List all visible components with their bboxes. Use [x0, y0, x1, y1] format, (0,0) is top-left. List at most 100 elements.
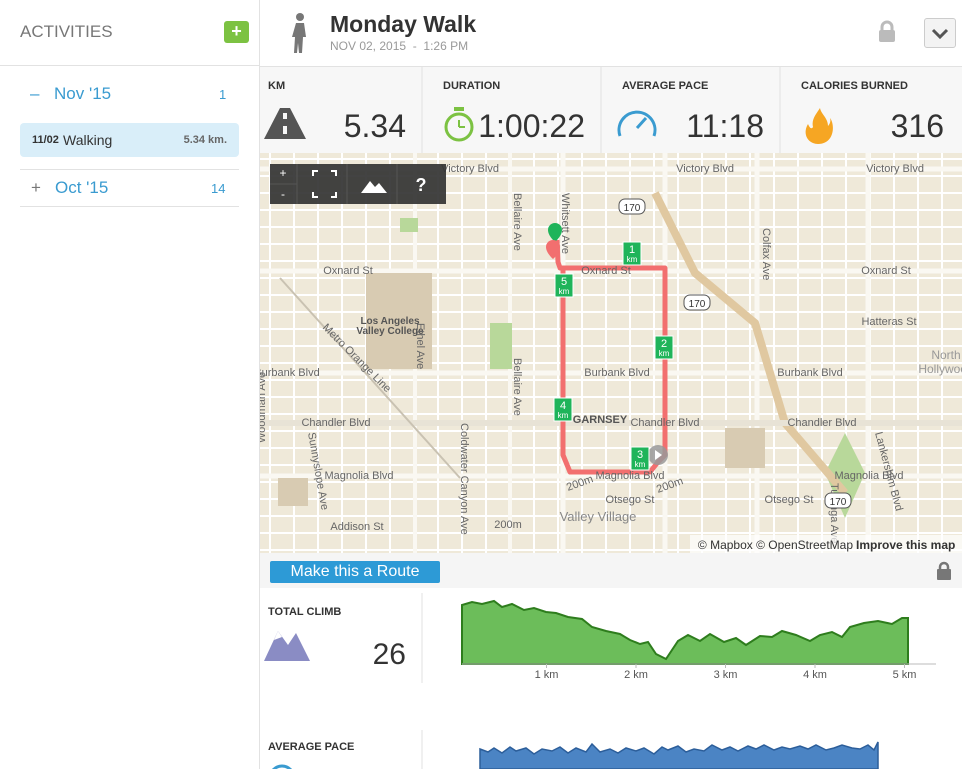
km-marker — [553, 397, 573, 422]
km-marker-unit: km — [635, 460, 646, 469]
activity-datetime: NOV 02, 2015 - 1:26 PM — [330, 39, 468, 53]
map-label: Hatteras St — [861, 316, 916, 328]
group-count: 14 — [211, 181, 226, 196]
map-label: Coldwater Canyon Ave — [458, 423, 470, 535]
group-toggle[interactable]: + — [31, 178, 41, 197]
map-label: 200m — [494, 519, 522, 531]
stats: KM 5.34 DURATION 1:00:22 AVERAGE PACE 11:18 CA… — [264, 66, 944, 153]
stat-value: 1:00:22 — [478, 108, 585, 144]
map-label: Magnolia Blvd — [324, 470, 393, 482]
sidebar: ACTIVITIES + – Nov '15 1 11/02 Walking 5… — [0, 0, 260, 769]
start-pin — [548, 223, 562, 242]
km-marker-num: 3 — [637, 449, 643, 461]
route-shield-label: 170 — [624, 203, 641, 214]
map-label: Victory Blvd — [676, 163, 734, 175]
dropdown-button[interactable] — [924, 18, 956, 48]
charts: TOTAL CLIMB 26 1 km 2 km 3 km 4 km 5 km AVER… — [264, 593, 936, 769]
route-shield — [618, 198, 646, 215]
km-marker — [654, 335, 674, 360]
map-label: Hollywood — [918, 362, 962, 376]
map-label: Chandler Blvd — [787, 417, 856, 429]
km-marker-num: 2 — [661, 338, 667, 350]
km-marker-num: 4 — [560, 400, 566, 412]
map-label: North — [931, 348, 960, 362]
stat-label: AVERAGE PACE — [622, 80, 708, 92]
stat-value: 11:18 — [686, 108, 764, 144]
km-marker-unit: km — [627, 255, 638, 264]
separator: - — [412, 39, 417, 53]
x-tick-label: 3 km — [714, 669, 738, 681]
map-label: Chandler Blvd — [301, 417, 370, 429]
group-toggle[interactable]: – — [30, 84, 40, 103]
map-label: Otsego St — [765, 494, 814, 506]
lock-icon[interactable] — [935, 561, 953, 581]
map-label: Burbank Blvd — [260, 367, 320, 379]
km-marker — [554, 273, 574, 298]
km-marker-num: 1 — [629, 244, 635, 256]
map-label: Magnolia Blvd — [834, 470, 903, 482]
lock-icon[interactable] — [877, 20, 897, 44]
map-label: Burbank Blvd — [584, 367, 649, 379]
map-label: Addison St — [330, 521, 383, 533]
map-label: Magnolia Blvd — [595, 470, 664, 482]
km-marker-unit: km — [558, 411, 569, 420]
route-shield — [683, 294, 711, 311]
stat-label: DURATION — [443, 80, 500, 92]
map-label: Woodman Ave — [260, 372, 268, 443]
divider — [20, 169, 239, 170]
fullscreen[interactable] — [312, 170, 337, 198]
group-label[interactable]: Nov '15 — [54, 84, 112, 103]
map-label: Oxnard St — [581, 265, 631, 277]
map[interactable]: Victory Blvd Victory Blvd Victory Blvd Oxna… — [260, 153, 962, 553]
stat-value: 5.34 — [344, 108, 406, 144]
activity-name: Walking — [63, 132, 113, 148]
map-label: Colfax Ave — [760, 228, 772, 280]
route-shield-label: 170 — [689, 299, 706, 310]
map-label: Chandler Blvd — [630, 417, 699, 429]
walk-icon — [292, 13, 306, 53]
map-label: Victory Blvd — [441, 163, 499, 175]
climb-value: 26 — [373, 638, 406, 671]
zoom-out[interactable]: - — [281, 187, 285, 201]
km-marker-unit: km — [659, 349, 670, 358]
map-label: Whitsett Ave — [559, 193, 571, 254]
divider — [20, 206, 239, 207]
map-label: Oxnard St — [861, 265, 911, 277]
climb-label: TOTAL CLIMB — [268, 606, 341, 618]
km-marker — [630, 446, 650, 471]
improve-map[interactable]: Improve this map — [856, 538, 955, 552]
activity-row[interactable]: 11/02 Walking 5.34 km. — [20, 123, 239, 157]
time: 1:26 PM — [423, 39, 469, 53]
x-tick-label: 4 km — [803, 669, 827, 681]
group-label[interactable]: Oct '15 — [55, 178, 109, 197]
km-marker-unit: km — [559, 287, 570, 296]
attribution[interactable]: © Mapbox © OpenStreetMap — [698, 538, 853, 552]
x-tick-label: 5 km — [893, 669, 917, 681]
map-label: Burbank Blvd — [777, 367, 842, 379]
activity-distance: 5.34 km. — [183, 134, 227, 146]
map-label: Valley Village — [560, 509, 637, 524]
route-shield-label: 170 — [830, 497, 847, 508]
help[interactable]: ? — [416, 175, 427, 195]
stats-bar — [260, 66, 962, 154]
activity-title: Monday Walk — [330, 11, 477, 37]
map-label: Victory Blvd — [866, 163, 924, 175]
map-label: Tujunga Ave — [828, 483, 840, 544]
stat-value: 316 — [891, 108, 944, 144]
map-label: Los Angeles — [360, 316, 420, 327]
km-marker — [622, 241, 642, 266]
pace-label: AVERAGE PACE — [268, 741, 354, 753]
zoom-in[interactable]: + — [279, 166, 286, 180]
add-button[interactable]: + — [224, 21, 249, 43]
stat-label: KM — [268, 80, 285, 92]
date: NOV 02, 2015 — [330, 39, 407, 53]
route-shield — [824, 492, 852, 509]
map-label: Ethel Ave — [414, 323, 426, 369]
map-label: Bellaire Ave — [511, 358, 523, 416]
make-route-button[interactable]: Make this a Route — [270, 561, 440, 583]
map-label: GARNSEY — [573, 414, 628, 426]
map-label: Otsego St — [606, 494, 655, 506]
terrain[interactable] — [361, 181, 387, 193]
map-controls — [270, 164, 446, 204]
